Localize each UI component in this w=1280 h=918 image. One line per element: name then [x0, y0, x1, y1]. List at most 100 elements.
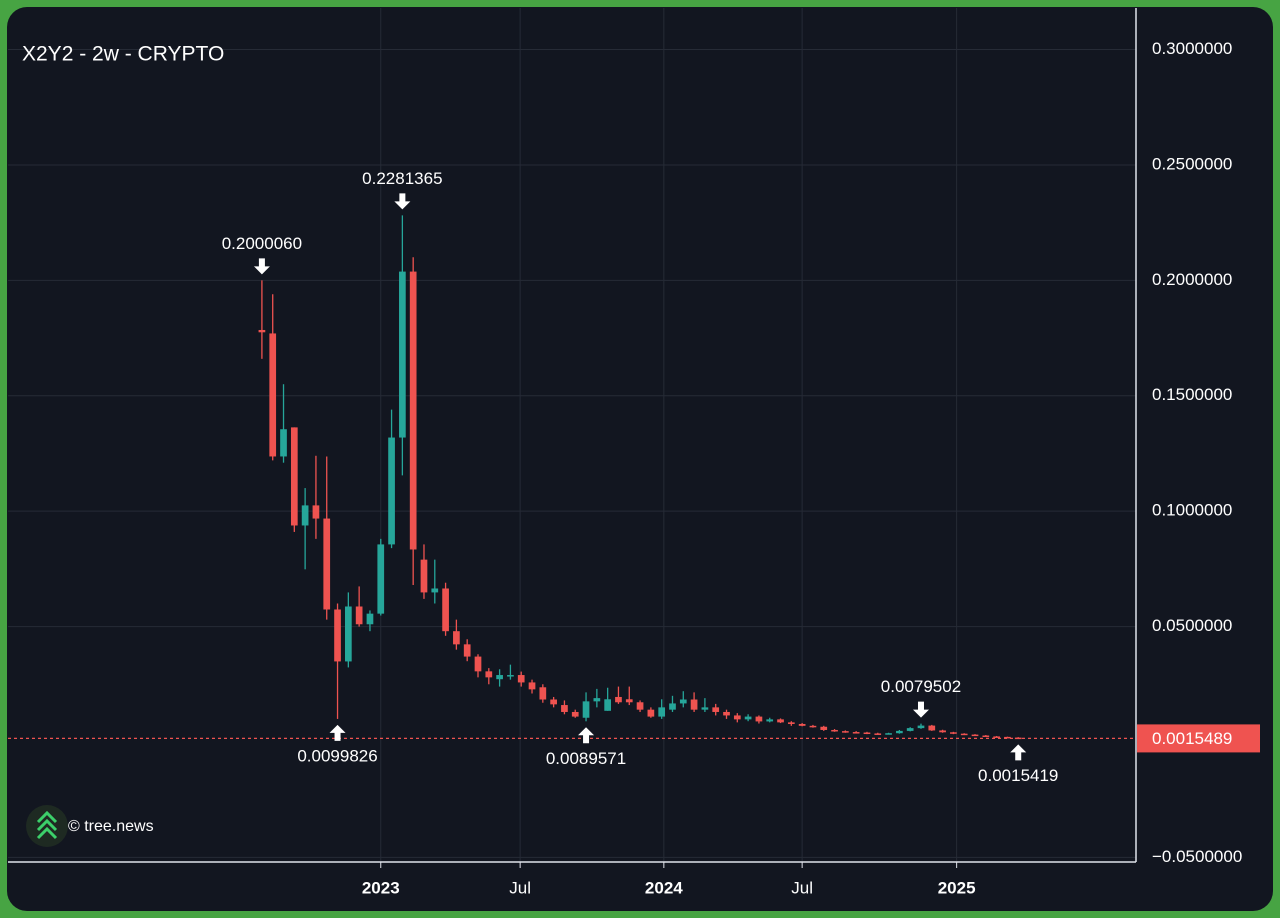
candle-body — [831, 729, 838, 732]
candle-body — [842, 731, 849, 733]
x-tick-label: 2025 — [938, 878, 976, 897]
candle-body — [701, 707, 709, 710]
candle-body — [896, 730, 903, 734]
candle-body — [787, 722, 795, 724]
x-tick-label: Jul — [791, 878, 813, 897]
chart-title: X2Y2 - 2w - CRYPTO — [22, 43, 224, 66]
candle-body — [625, 699, 633, 703]
candle-body — [258, 329, 266, 333]
candle-body — [852, 732, 860, 734]
candle-body — [582, 701, 590, 718]
x-tick-label: 2023 — [362, 878, 400, 897]
y-tick-label: 0.3000000 — [1152, 39, 1232, 58]
candle-body — [507, 675, 514, 677]
watermark: © tree.news — [68, 818, 154, 835]
candle-body — [636, 702, 644, 710]
candle-body — [723, 711, 730, 716]
marks — [258, 215, 1022, 740]
candle-body — [669, 703, 676, 710]
annotation-arrow — [394, 193, 411, 210]
logo-chevrons — [36, 810, 58, 840]
candle-body — [280, 429, 287, 457]
y-tick-label: −0.0500000 — [1152, 847, 1242, 866]
annotation-label: 0.0015419 — [978, 766, 1058, 785]
candle-body — [409, 271, 417, 550]
candle-body — [755, 716, 763, 722]
candle-body — [615, 696, 622, 703]
candle-body — [485, 671, 493, 678]
candle-body — [982, 735, 990, 738]
candle-body — [323, 518, 331, 610]
candle-body — [334, 609, 341, 662]
candle-body — [561, 705, 568, 712]
logo — [26, 805, 68, 847]
candle-body — [917, 725, 925, 729]
annotation-label: 0.0089571 — [546, 749, 626, 768]
candle-body — [269, 333, 277, 457]
candle-body — [733, 715, 741, 720]
candle-body — [906, 728, 914, 731]
candle-body — [766, 719, 774, 722]
candle-body — [809, 725, 817, 728]
candle-body — [301, 505, 309, 526]
x-tick-label: 2024 — [645, 878, 683, 897]
annotation-arrow — [253, 258, 270, 275]
candle-body — [312, 505, 320, 519]
candle-body — [442, 588, 449, 632]
candle-body — [690, 699, 698, 710]
candle-body — [517, 675, 525, 683]
candle-body — [939, 730, 946, 733]
annotation-arrow — [329, 724, 346, 741]
candle-body — [863, 732, 871, 735]
candle-body — [647, 709, 655, 717]
y-tick-label: 0.1500000 — [1152, 385, 1232, 404]
annotation-arrow — [912, 701, 929, 718]
y-tick-label: 0.0500000 — [1152, 616, 1232, 635]
candle-body — [431, 588, 439, 593]
candle-body — [712, 707, 720, 712]
candle-body — [474, 656, 482, 672]
y-tick-label: 0.2000000 — [1152, 270, 1232, 289]
candle-body — [993, 736, 1000, 738]
panel — [7, 7, 1273, 911]
candle-body — [463, 644, 471, 657]
grid — [8, 8, 1136, 862]
candle-body — [550, 699, 557, 705]
candle-body — [971, 734, 979, 737]
candle-body — [388, 437, 395, 545]
candle-body — [604, 699, 612, 711]
candle-body — [820, 726, 828, 730]
candle-body — [679, 699, 687, 704]
candle-body — [798, 723, 806, 726]
candle-body — [960, 733, 968, 736]
annotation-label: 0.0099826 — [297, 746, 377, 765]
candle-body — [744, 716, 752, 720]
annotation-arrow — [578, 727, 595, 744]
candle-body — [344, 606, 352, 662]
candle-body — [366, 613, 374, 625]
candle-body — [539, 687, 547, 700]
candle-body — [885, 733, 892, 735]
candle-body — [399, 271, 406, 438]
price-label: 0.0015489 — [1152, 729, 1232, 748]
candle-body — [528, 682, 536, 690]
annotation-arrow — [1010, 744, 1027, 761]
candle-body — [453, 631, 460, 645]
price-label-box — [1137, 724, 1260, 753]
candle-body — [496, 675, 503, 680]
candle-body — [420, 559, 428, 593]
candle-body — [777, 719, 784, 723]
candle-body — [1004, 736, 1011, 739]
y-tick-label: 0.1000000 — [1152, 501, 1232, 520]
annotation-label: 0.0079502 — [881, 677, 961, 696]
x-tick-label: Jul — [509, 878, 531, 897]
candle-body — [377, 544, 385, 614]
candle-body — [571, 711, 579, 717]
candle-body — [355, 606, 363, 625]
candle-body — [874, 733, 882, 735]
annotation-label: 0.2000060 — [222, 234, 302, 253]
candle-body — [658, 707, 666, 717]
annotation-label: 0.2281365 — [362, 169, 442, 188]
